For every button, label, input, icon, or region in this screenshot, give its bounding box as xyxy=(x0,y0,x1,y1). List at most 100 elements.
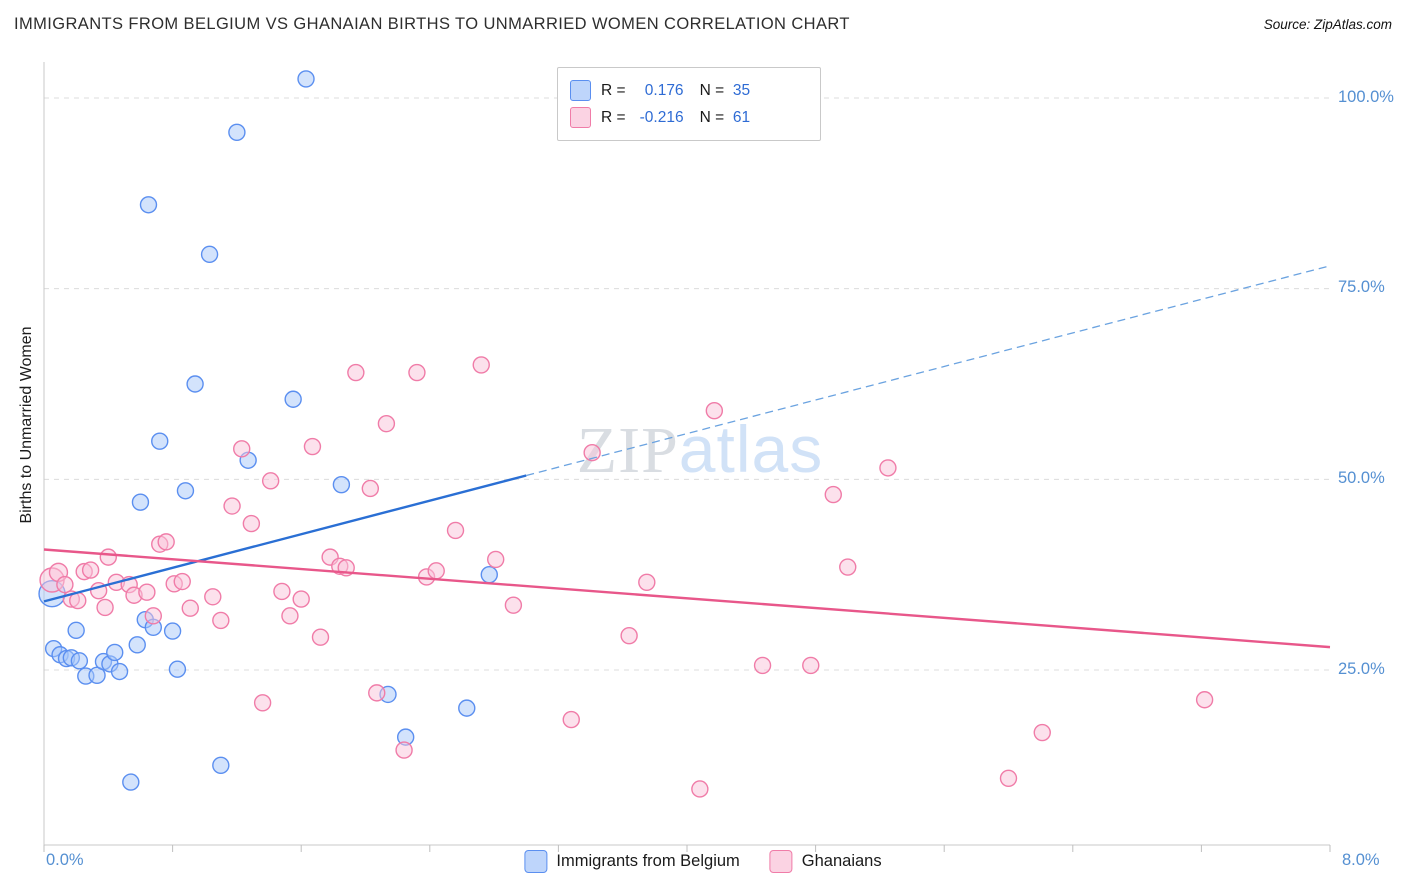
scatter-point-ghanaians xyxy=(504,596,523,614)
scatter-point-ghanaians xyxy=(242,514,261,533)
zipatlas-watermark: ZIPatlas xyxy=(577,411,823,489)
scatter-point-belgium xyxy=(212,756,230,775)
x-tick-min: 0.0% xyxy=(46,851,84,869)
belgium-n-value: 35 xyxy=(732,81,751,99)
scatter-point-ghanaians xyxy=(620,626,638,645)
scatter-point-ghanaians xyxy=(144,607,163,625)
scatter-point-belgium xyxy=(186,375,204,393)
scatter-point-belgium xyxy=(458,699,476,717)
ghanaians-legend-swatch xyxy=(570,107,591,128)
stats-legend: R = 0.176 N = 35 R = -0.216 N = 61 xyxy=(557,67,821,141)
belgium-swatch-icon xyxy=(524,850,548,873)
scatter-point-belgium xyxy=(168,660,187,678)
scatter-point-belgium xyxy=(131,493,150,511)
stats-row-ghanaians: R = -0.216 N = 61 xyxy=(570,104,808,131)
scatter-point-ghanaians xyxy=(395,741,413,759)
scatter-point-ghanaians xyxy=(223,497,241,515)
scatter-point-ghanaians xyxy=(181,599,199,617)
scatter-point-belgium xyxy=(128,636,146,654)
stats-row-belgium: R = 0.176 N = 35 xyxy=(570,77,808,104)
scatter-point-ghanaians xyxy=(233,440,251,458)
scatter-point-ghanaians xyxy=(879,459,897,477)
scatter-point-ghanaians xyxy=(472,356,490,374)
legend-label-belgium: Immigrants from Belgium xyxy=(556,852,740,870)
scatter-point-belgium xyxy=(122,773,140,791)
source-label: Source: ZipAtlas.com xyxy=(1263,17,1392,32)
scatter-point-ghanaians xyxy=(562,710,580,729)
scatter-point-belgium xyxy=(70,652,89,670)
scatter-point-belgium xyxy=(332,475,351,494)
scatter-point-belgium xyxy=(151,432,169,450)
scatter-point-ghanaians xyxy=(347,363,365,382)
scatter-point-ghanaians xyxy=(446,521,465,540)
scatter-point-belgium xyxy=(228,123,246,142)
legend-label-ghanaians: Ghanaians xyxy=(801,852,882,870)
scatter-point-ghanaians xyxy=(999,769,1018,787)
scatter-point-belgium xyxy=(106,643,124,662)
legend-item-belgium: Immigrants from Belgium xyxy=(524,850,740,873)
scatter-point-ghanaians xyxy=(487,550,505,569)
scatter-point-belgium xyxy=(480,565,498,584)
scatter-point-ghanaians xyxy=(377,414,396,433)
scatter-point-belgium xyxy=(200,245,219,264)
scatter-point-ghanaians xyxy=(212,611,230,630)
scatter-point-ghanaians xyxy=(408,363,426,382)
scatter-point-ghanaians xyxy=(824,485,842,504)
scatter-point-belgium xyxy=(297,70,315,88)
scatter-point-ghanaians xyxy=(157,533,175,551)
y-tick-100: 100.0% xyxy=(1338,88,1394,106)
y-tick-50: 50.0% xyxy=(1338,469,1385,487)
scatter-point-ghanaians xyxy=(138,583,156,601)
scatter-point-ghanaians xyxy=(705,401,724,420)
belgium-r-value: 0.176 xyxy=(644,81,684,99)
scatter-point-ghanaians xyxy=(253,694,272,712)
ghanaians-r-label: R = xyxy=(601,108,626,126)
scatter-point-ghanaians xyxy=(81,561,100,579)
legend-item-ghanaians: Ghanaians xyxy=(769,850,882,873)
belgium-n-label: N = xyxy=(699,81,725,99)
scatter-point-ghanaians xyxy=(96,598,114,617)
scatter-point-ghanaians xyxy=(99,548,118,566)
scatter-point-ghanaians xyxy=(361,479,380,498)
scatter-point-ghanaians xyxy=(691,780,709,798)
watermark-atlas: atlas xyxy=(678,412,824,486)
scatter-point-ghanaians xyxy=(56,575,74,594)
x-tick-max: 8.0% xyxy=(1342,851,1380,869)
scatter-point-ghanaians xyxy=(303,437,322,456)
scatter-point-ghanaians xyxy=(1033,723,1051,742)
scatter-point-ghanaians xyxy=(802,656,820,675)
scatter-point-ghanaians xyxy=(368,684,386,702)
y-tick-25: 25.0% xyxy=(1338,660,1385,678)
scatter-point-belgium xyxy=(284,390,302,408)
scatter-point-ghanaians xyxy=(204,588,222,606)
ghanaians-n-label: N = xyxy=(699,108,725,126)
scatter-point-ghanaians xyxy=(427,562,445,580)
bottom-legend: Immigrants from Belgium Ghanaians xyxy=(524,850,882,873)
scatter-point-ghanaians xyxy=(292,590,310,608)
belgium-r-label: R = xyxy=(601,81,626,99)
scatter-point-belgium xyxy=(139,196,158,214)
scatter-point-ghanaians xyxy=(273,582,291,601)
scatter-point-ghanaians xyxy=(173,572,191,591)
scatter-point-belgium xyxy=(163,622,182,640)
scatter-point-ghanaians xyxy=(839,558,857,576)
trend-line-belgium-projection xyxy=(526,265,1331,477)
scatter-point-belgium xyxy=(176,482,195,500)
belgium-legend-swatch xyxy=(570,80,591,101)
page-title: IMMIGRANTS FROM BELGIUM VS GHANAIAN BIRT… xyxy=(14,15,850,33)
ghanaians-r-value: -0.216 xyxy=(639,108,684,126)
trend-line-ghanaians-fit xyxy=(43,548,1331,649)
scatter-point-ghanaians xyxy=(1195,691,1214,709)
y-tick-75: 75.0% xyxy=(1338,278,1385,296)
ghanaians-n-value: 61 xyxy=(732,108,751,126)
scatter-point-ghanaians xyxy=(753,656,772,675)
ghanaians-swatch-icon xyxy=(769,850,793,873)
scatter-point-ghanaians xyxy=(281,607,299,625)
scatter-point-ghanaians xyxy=(311,628,330,646)
scatter-point-belgium xyxy=(110,662,129,681)
trend-line-belgium-fit xyxy=(43,474,527,603)
scatter-point-belgium xyxy=(67,621,85,640)
scatter-point-ghanaians xyxy=(261,472,280,490)
